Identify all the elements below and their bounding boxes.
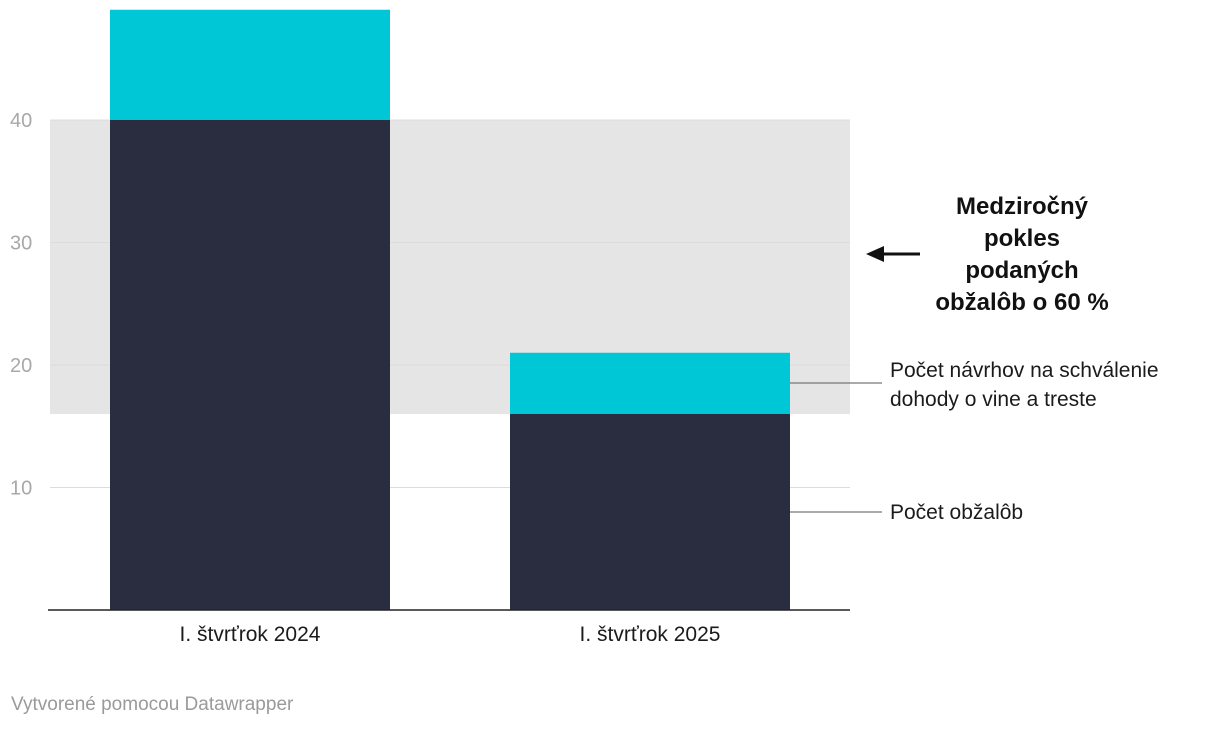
y-tick-label: 40	[10, 110, 32, 132]
annotation-text: pokles	[984, 225, 1060, 252]
bar-obzaloby-1	[110, 120, 390, 610]
bar-dohody-2	[510, 352, 790, 414]
y-tick-label: 10	[10, 478, 32, 500]
y-tick-label: 20	[10, 355, 32, 377]
bar-obzaloby-2	[510, 414, 790, 610]
legend-label: Počet obžalôb	[890, 501, 1023, 524]
legend-label: Počet návrhov na schválenie	[890, 359, 1159, 382]
x-category-label: I. štvrťrok 2025	[580, 623, 721, 646]
y-tick-label: 30	[10, 233, 32, 255]
annotation-text: Medziročný	[956, 193, 1089, 220]
annotation-text: obžalôb o 60 %	[935, 289, 1108, 316]
annotation-text: podaných	[965, 257, 1078, 284]
footer-credit: Vytvorené pomocou Datawrapper	[11, 694, 294, 715]
bar-dohody-1	[110, 9, 390, 120]
legend-label: dohody o vine a treste	[890, 388, 1097, 411]
x-category-label: I. štvrťrok 2024	[180, 623, 321, 646]
annotation-arrow-icon	[866, 246, 884, 262]
